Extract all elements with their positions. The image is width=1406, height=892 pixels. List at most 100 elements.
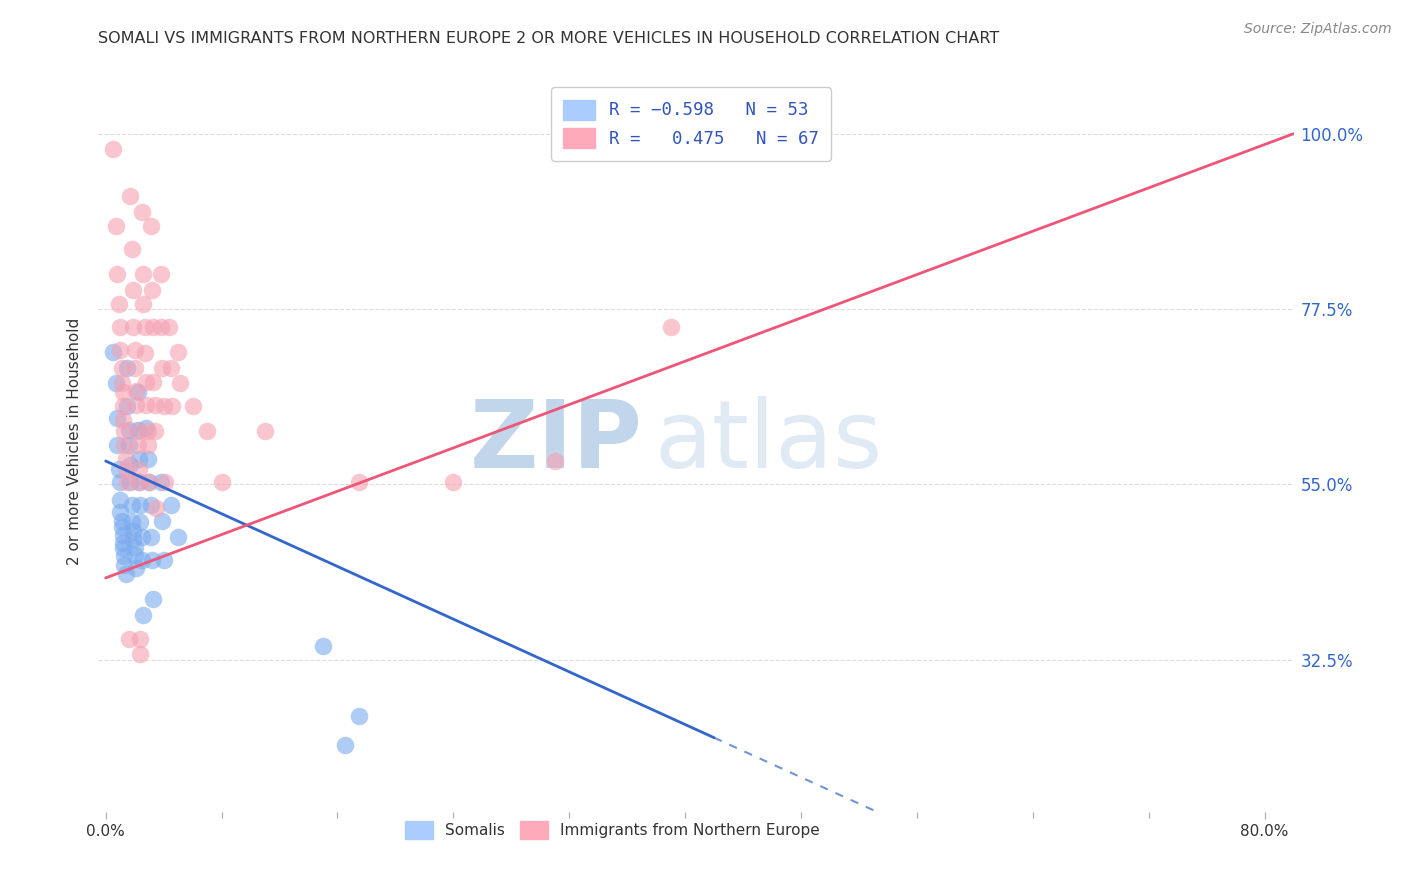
Point xyxy=(112,413,135,427)
Point xyxy=(160,360,183,375)
Point xyxy=(114,558,136,572)
Point xyxy=(120,189,142,203)
Point xyxy=(347,709,370,723)
Point xyxy=(153,475,176,489)
Point xyxy=(108,343,131,358)
Point xyxy=(129,632,152,646)
Point xyxy=(115,567,138,582)
Point xyxy=(108,505,131,519)
Point xyxy=(138,475,160,489)
Point xyxy=(333,739,356,753)
Point xyxy=(659,320,682,334)
Legend: Somalis, Immigrants from Northern Europe: Somalis, Immigrants from Northern Europe xyxy=(399,815,825,845)
Point xyxy=(114,425,136,439)
Point xyxy=(108,475,131,489)
Point xyxy=(107,296,129,310)
Point xyxy=(124,548,146,562)
Point xyxy=(122,524,145,538)
Point xyxy=(127,425,149,439)
Text: ZIP: ZIP xyxy=(470,395,643,488)
Point xyxy=(139,530,162,544)
Point xyxy=(129,499,152,513)
Point xyxy=(125,384,148,398)
Point xyxy=(112,536,135,550)
Point xyxy=(149,267,172,281)
Point xyxy=(131,204,153,219)
Point xyxy=(441,475,464,489)
Point xyxy=(124,343,146,358)
Point xyxy=(114,438,136,452)
Point xyxy=(775,142,797,156)
Text: SOMALI VS IMMIGRANTS FROM NORTHERN EUROPE 2 OR MORE VEHICLES IN HOUSEHOLD CORREL: SOMALI VS IMMIGRANTS FROM NORTHERN EUROP… xyxy=(98,31,1000,46)
Point xyxy=(118,423,141,437)
Point xyxy=(347,475,370,489)
Point xyxy=(108,493,131,508)
Point xyxy=(115,463,138,477)
Point xyxy=(101,345,124,359)
Point xyxy=(104,219,127,233)
Point xyxy=(132,267,155,281)
Point xyxy=(150,360,173,375)
Point xyxy=(124,540,146,554)
Point xyxy=(136,438,159,452)
Point xyxy=(117,475,139,489)
Point xyxy=(167,345,190,359)
Point xyxy=(128,462,150,476)
Point xyxy=(124,360,146,375)
Point xyxy=(143,425,166,439)
Point xyxy=(141,283,163,297)
Point xyxy=(169,376,191,390)
Point xyxy=(128,475,150,489)
Point xyxy=(108,320,131,334)
Point xyxy=(112,385,135,400)
Point xyxy=(107,462,129,476)
Point xyxy=(121,515,143,529)
Point xyxy=(131,530,153,544)
Point xyxy=(115,452,138,467)
Point xyxy=(134,346,156,360)
Point xyxy=(143,398,166,412)
Point xyxy=(127,385,149,400)
Point xyxy=(104,376,127,390)
Point xyxy=(160,499,183,513)
Point xyxy=(129,648,152,662)
Point xyxy=(122,532,145,546)
Text: atlas: atlas xyxy=(654,395,883,488)
Point xyxy=(142,591,165,606)
Point xyxy=(121,242,143,256)
Point xyxy=(131,553,153,567)
Point xyxy=(167,530,190,544)
Point xyxy=(110,514,132,528)
Point xyxy=(128,475,150,489)
Point xyxy=(162,400,184,414)
Point xyxy=(132,296,155,310)
Point xyxy=(125,561,148,575)
Point xyxy=(117,360,139,375)
Point xyxy=(157,320,180,334)
Point xyxy=(134,320,156,334)
Point xyxy=(138,475,160,489)
Point xyxy=(544,454,567,468)
Point xyxy=(101,142,124,156)
Point xyxy=(105,438,128,452)
Point xyxy=(136,425,159,439)
Point xyxy=(112,400,135,414)
Point xyxy=(142,375,165,389)
Point xyxy=(110,376,132,390)
Point xyxy=(152,400,174,414)
Point xyxy=(122,283,145,297)
Point xyxy=(145,500,167,515)
Point xyxy=(149,475,172,489)
Point xyxy=(139,219,162,233)
Point xyxy=(114,549,136,563)
Point xyxy=(135,398,157,412)
Point xyxy=(135,420,157,434)
Point xyxy=(118,438,141,452)
Point xyxy=(152,553,174,567)
Point xyxy=(105,411,128,425)
Point xyxy=(121,499,143,513)
Point xyxy=(125,398,148,412)
Point xyxy=(117,400,139,414)
Point xyxy=(110,520,132,534)
Point xyxy=(135,375,157,389)
